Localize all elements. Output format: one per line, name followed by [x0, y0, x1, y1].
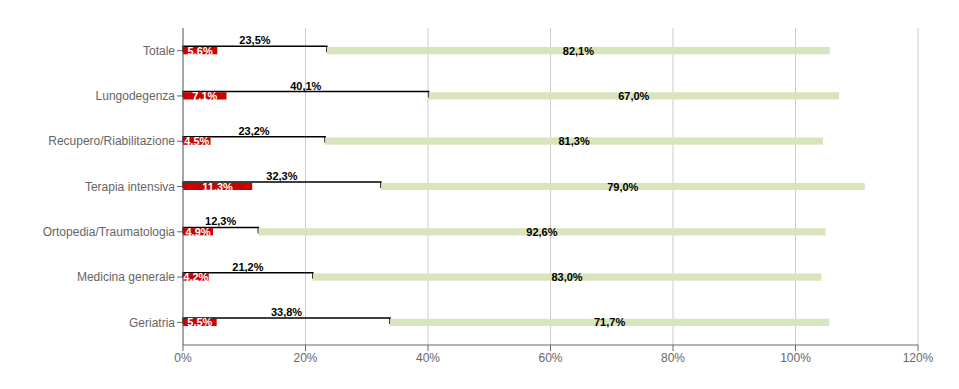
svg-text:Recupero/Riabilitazione: Recupero/Riabilitazione [48, 134, 175, 148]
svg-text:Lungodegenza: Lungodegenza [96, 89, 176, 103]
svg-text:120%: 120% [903, 351, 934, 365]
svg-text:Ortopedia/Traumatologia: Ortopedia/Traumatologia [43, 225, 176, 239]
svg-text:11,3%: 11,3% [202, 181, 233, 193]
svg-text:23,2%: 23,2% [238, 125, 269, 137]
svg-text:4,5%: 4,5% [184, 135, 209, 147]
svg-text:12,3%: 12,3% [205, 215, 237, 228]
svg-text:23,5%: 23,5% [239, 34, 270, 46]
svg-text:32,3%: 32,3% [266, 170, 297, 182]
svg-text:4,2%: 4,2% [183, 271, 208, 283]
svg-text:79,0%: 79,0% [607, 181, 638, 193]
svg-text:40,1%: 40,1% [290, 80, 321, 92]
svg-text:60%: 60% [538, 351, 562, 365]
svg-text:67,0%: 67,0% [618, 90, 649, 102]
svg-text:5,6%: 5,6% [188, 45, 213, 57]
svg-text:80%: 80% [661, 351, 685, 365]
svg-text:4,9%: 4,9% [185, 226, 210, 238]
svg-text:40%: 40% [416, 351, 440, 365]
svg-text:Medicina generale: Medicina generale [77, 270, 175, 284]
svg-text:Terapia intensiva: Terapia intensiva [85, 180, 175, 194]
svg-text:71,7%: 71,7% [594, 316, 625, 328]
svg-text:7,1%: 7,1% [192, 90, 217, 102]
svg-text:33,8%: 33,8% [271, 306, 302, 318]
svg-text:21,2%: 21,2% [232, 261, 263, 273]
svg-text:81,3%: 81,3% [558, 135, 589, 147]
svg-text:Geriatria: Geriatria [129, 316, 175, 330]
svg-text:20%: 20% [293, 351, 317, 365]
svg-text:82,1%: 82,1% [563, 45, 594, 57]
svg-text:83,0%: 83,0% [551, 271, 582, 283]
svg-text:92,6%: 92,6% [526, 226, 557, 238]
svg-text:0%: 0% [174, 351, 192, 365]
svg-text:Totale: Totale [143, 44, 175, 58]
svg-text:100%: 100% [780, 351, 811, 365]
svg-text:5,5%: 5,5% [187, 316, 212, 328]
